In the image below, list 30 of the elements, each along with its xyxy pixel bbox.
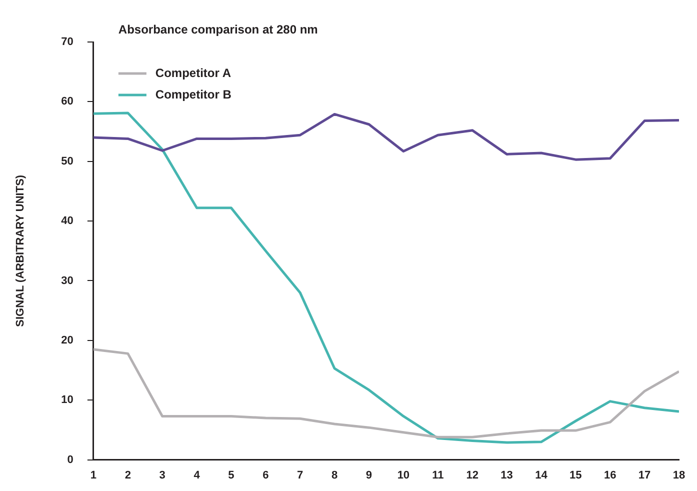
x-tick-label: 6: [262, 469, 269, 482]
x-tick-label: 13: [500, 469, 513, 482]
x-tick-label: 2: [124, 469, 131, 482]
x-tick-label: 16: [604, 469, 616, 482]
x-tick-label: 15: [570, 469, 582, 482]
y-axis-title: SIGNAL (ARBITRARY UNITS): [14, 174, 27, 327]
x-tick-label: 9: [366, 469, 372, 482]
y-tick-label: 10: [61, 394, 74, 406]
y-tick-label: 0: [67, 454, 74, 466]
x-tick-label: 18: [672, 469, 686, 482]
y-tick-label: 40: [61, 215, 74, 228]
x-tick-label: 14: [535, 469, 548, 482]
x-tick-label: 5: [228, 469, 234, 482]
x-tick-label: 7: [297, 469, 304, 482]
x-tick-label: 1: [90, 469, 96, 482]
x-tick-label: 11: [432, 469, 444, 482]
x-tick-label: 3: [159, 469, 166, 482]
x-tick-label: 17: [638, 469, 651, 482]
x-tick-label: 12: [466, 469, 478, 482]
x-tick-label: 8: [331, 469, 338, 482]
chart-title: Absorbance comparison at 280 nm: [118, 22, 318, 36]
y-tick-label: 60: [61, 96, 74, 108]
legend-label: Competitor B: [155, 87, 232, 102]
y-tick-label: 30: [61, 274, 74, 287]
legend-label: Competitor A: [155, 66, 232, 80]
x-tick-label: 4: [194, 469, 201, 482]
y-tick-label: 20: [61, 334, 74, 346]
y-tick-label: 70: [61, 36, 74, 48]
x-tick-label: 10: [397, 469, 410, 482]
y-tick-label: 50: [61, 155, 74, 168]
